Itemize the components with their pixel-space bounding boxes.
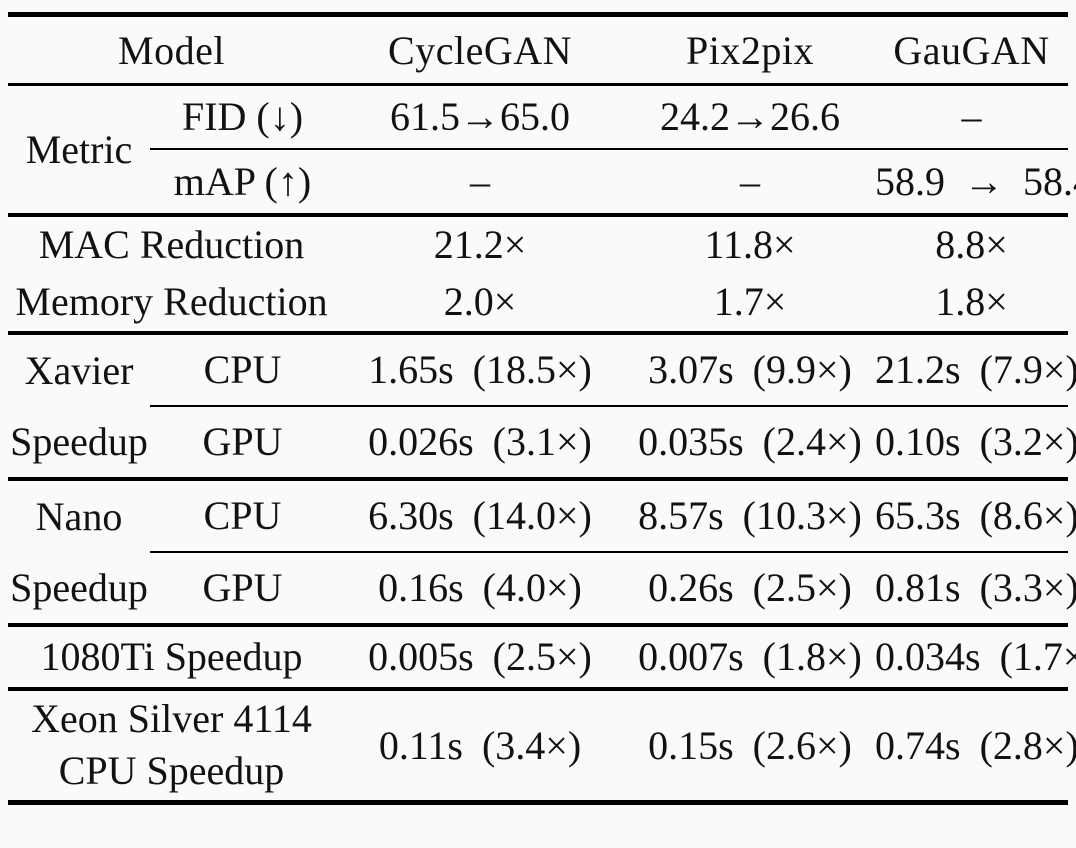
fid-gaugan-value: –: [875, 84, 1068, 150]
nano-gpu-pix2pix-value: 0.26s (2.5×): [625, 551, 875, 627]
xeon-label-line2: CPU Speedup: [58, 748, 285, 794]
1080ti-cyclegan-value: 0.005s (2.5×): [335, 624, 625, 691]
header-row: Model CycleGAN Pix2pix GauGAN: [8, 14, 1068, 86]
memory-cyclegan-value: 2.0×: [335, 272, 625, 335]
mac-reduction-label: MAC Reduction: [38, 222, 305, 267]
xeon-cyclegan-value: 0.11s (3.4×): [378, 722, 582, 768]
fid-cyclegan-value: 61.5→65.0: [335, 84, 625, 150]
header-cyclegan: CycleGAN: [335, 14, 625, 86]
memory-gaugan-value: 1.8×: [875, 272, 1068, 335]
xavier-label-line2: Speedup: [10, 418, 148, 464]
nano-gpu-row: GPU 0.16s (4.0×) 0.26s (2.5×) 0.81s (3.3…: [8, 551, 1076, 627]
mac-cyclegan-value: 21.2×: [433, 222, 527, 267]
xavier-cpu-cyclegan-value: 1.65s (18.5×): [335, 332, 625, 407]
1080ti-speedup-label: 1080Ti Speedup: [8, 624, 335, 691]
nano-label-line2: Speedup: [10, 564, 148, 610]
xeon-speedup-label: Xeon Silver 4114 CPU Speedup: [8, 689, 335, 803]
map-row: mAP (↑) – – 58.9 → 58.4: [8, 148, 1076, 217]
xavier-gpu-row: GPU 0.026s (3.1×) 0.035s (2.4×) 0.10s (3…: [8, 405, 1076, 481]
mac-pix2pix-value: 11.8×: [704, 222, 796, 267]
mac-reduction-row: MAC Reduction 21.2× 11.8× 8.8×: [8, 215, 1068, 273]
map-pix2pix-value: –: [625, 148, 875, 217]
xavier-cpu-label: CPU: [150, 332, 335, 407]
xeon-speedup-row: Xeon Silver 4114 CPU Speedup 0.11s (3.4×…: [8, 689, 1076, 803]
map-label: mAP (↑): [150, 148, 335, 217]
nano-gpu-cyclegan-value: 0.16s (4.0×): [335, 551, 625, 627]
map-cyclegan-value: –: [335, 148, 625, 217]
fid-pix2pix-value: 24.2→26.6: [625, 84, 875, 150]
xavier-speedup-label: Xavier Speedup: [8, 332, 150, 481]
mac-gaugan-value: 8.8×: [935, 222, 1008, 267]
benchmark-table: Model CycleGAN Pix2pix GauGAN Metric FID…: [8, 12, 1076, 805]
fid-label: FID (↓): [150, 84, 335, 150]
header-model: Model: [8, 14, 335, 86]
nano-label-line1: Nano: [35, 493, 123, 539]
nano-gpu-gaugan-value: 0.81s (3.3×): [875, 551, 1076, 627]
memory-pix2pix-value: 1.7×: [625, 272, 875, 335]
xavier-gpu-label: GPU: [150, 405, 335, 481]
header-gaugan: GauGAN: [875, 14, 1068, 86]
xavier-cpu-pix2pix-value: 3.07s (9.9×): [625, 332, 875, 407]
nano-cpu-cyclegan-value: 6.30s (14.0×): [335, 478, 625, 553]
nano-cpu-row: Nano Speedup CPU 6.30s (14.0×) 8.57s (10…: [8, 478, 1076, 627]
xavier-gpu-gaugan-value: 0.10s (3.2×): [875, 405, 1076, 481]
xavier-gpu-pix2pix-value: 0.035s (2.4×): [625, 405, 875, 481]
1080ti-speedup-row: 1080Ti Speedup 0.005s (2.5×) 0.007s (1.8…: [8, 624, 1076, 691]
nano-cpu-gaugan-value: 65.3s (8.6×): [875, 478, 1076, 553]
nano-cpu-label: CPU: [150, 478, 335, 553]
1080ti-pix2pix-value: 0.007s (1.8×): [625, 624, 875, 691]
map-gaugan-value: 58.9 → 58.4: [875, 148, 1076, 217]
fid-row: Metric FID (↓) 61.5→65.0 24.2→26.6 –: [8, 84, 1068, 217]
nano-speedup-label: Nano Speedup: [8, 478, 150, 627]
xeon-pix2pix-value: 0.15s (2.6×): [648, 722, 852, 768]
xavier-cpu-row: Xavier Speedup CPU 1.65s (18.5×) 3.07s (…: [8, 332, 1076, 481]
xeon-gaugan-value: 0.74s (2.8×): [875, 722, 1076, 768]
xeon-label-line1: Xeon Silver 4114: [31, 696, 312, 742]
xavier-gpu-cyclegan-value: 0.026s (3.1×): [335, 405, 625, 481]
header-pix2pix: Pix2pix: [625, 14, 875, 86]
1080ti-gaugan-value: 0.034s (1.7×): [875, 624, 1076, 691]
xavier-cpu-gaugan-value: 21.2s (7.9×): [875, 332, 1076, 407]
nano-gpu-label: GPU: [150, 551, 335, 627]
nano-cpu-pix2pix-value: 8.57s (10.3×): [625, 478, 875, 553]
metric-label: Metric: [8, 84, 150, 217]
memory-reduction-row: Memory Reduction 2.0× 1.7× 1.8×: [8, 272, 1068, 335]
memory-reduction-label: Memory Reduction: [8, 272, 335, 335]
xavier-label-line1: Xavier: [24, 347, 134, 393]
